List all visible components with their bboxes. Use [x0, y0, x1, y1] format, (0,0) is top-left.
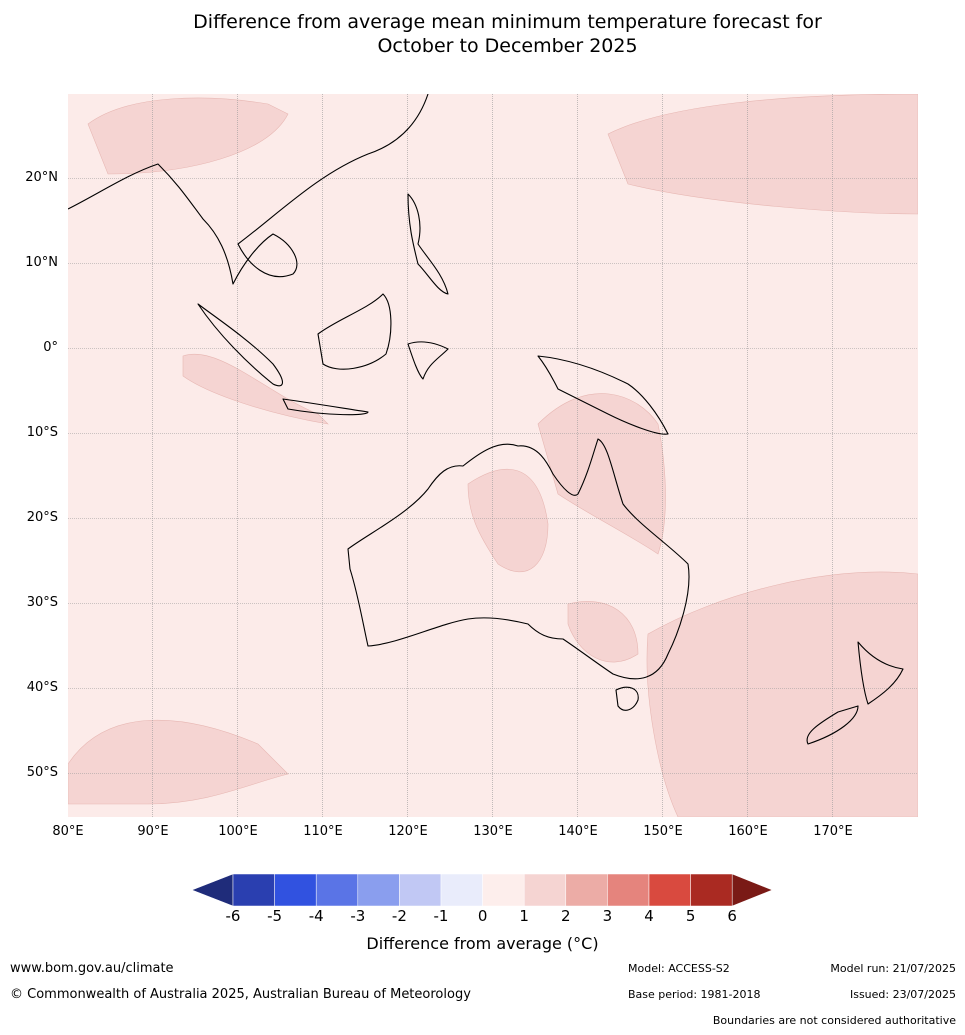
- lon-label-110e: 110°E: [303, 824, 343, 839]
- legend-swatch: [399, 873, 442, 907]
- copyright-text: © Commonwealth of Australia 2025, Austra…: [10, 987, 471, 1002]
- base-period-text: Base period: 1981-2018: [628, 988, 761, 1001]
- lat-label-10n: 10°N: [25, 255, 58, 270]
- website-text: www.bom.gov.au/climate: [10, 961, 174, 976]
- colour-legend-label: Difference from average (°C): [366, 934, 599, 953]
- australia-coastline: [347, 438, 690, 680]
- north-new-zealand-coastline: [857, 641, 904, 705]
- legend-tick-label: 2: [561, 907, 571, 925]
- legend-tick-label: -2: [391, 907, 407, 925]
- legend-tick-label: -3: [350, 907, 366, 925]
- colour-legend-bar: [192, 873, 773, 907]
- lon-label-80e: 80°E: [52, 824, 84, 839]
- map-title: Difference from average mean minimum tem…: [0, 10, 965, 58]
- shade-region-south-australia: [567, 601, 639, 663]
- forecast-map: [68, 94, 918, 817]
- south-new-zealand-coastline: [806, 705, 859, 745]
- legend-swatch: [690, 873, 733, 907]
- lon-label-130e: 130°E: [473, 824, 513, 839]
- tasmania-coastline: [615, 686, 639, 711]
- lon-label-160e: 160°E: [728, 824, 768, 839]
- map-canvas: [68, 94, 918, 817]
- lon-label-120e: 120°E: [388, 824, 428, 839]
- lat-label-equator: 0°: [43, 340, 58, 355]
- legend-swatch: [232, 873, 275, 907]
- legend-swatch: [482, 873, 525, 907]
- legend-tick-label: -6: [225, 907, 241, 925]
- legend-swatch: [523, 873, 567, 907]
- legend-swatch: [357, 873, 400, 907]
- java-coastline: [282, 398, 369, 416]
- borneo-coastline: [317, 293, 392, 370]
- legend-swatch: [274, 873, 317, 907]
- legend-extend-high: [731, 873, 773, 907]
- legend-swatch: [440, 873, 483, 907]
- legend-tick-label: 5: [685, 907, 696, 925]
- legend-tick-label: -5: [267, 907, 283, 925]
- model-text: Model: ACCESS-S2: [628, 962, 730, 975]
- issued-text: Issued: 23/07/2025: [849, 988, 956, 1001]
- legend-tick-label: 6: [727, 907, 737, 925]
- legend-swatch: [648, 873, 691, 907]
- lon-label-100e: 100°E: [218, 824, 258, 839]
- shade-region-png: [537, 393, 666, 555]
- legend-swatch: [607, 873, 650, 907]
- boundaries-note: Boundaries are not considered authoritat…: [712, 1014, 956, 1027]
- new-guinea-coastline: [537, 355, 669, 435]
- lon-label-170e: 170°E: [813, 824, 853, 839]
- title-line-1: Difference from average mean minimum tem…: [193, 11, 822, 33]
- legend-tick-label: -4: [308, 907, 324, 925]
- lat-label-50s: 50°S: [26, 765, 58, 780]
- sulawesi-coastline: [407, 341, 449, 380]
- legend-tick-label: 1: [519, 907, 529, 925]
- legend-swatch: [565, 873, 608, 907]
- legend-tick-label: 0: [477, 907, 488, 925]
- shade-region-indian-ocean: [182, 353, 329, 425]
- lat-label-40s: 40°S: [26, 680, 58, 695]
- shade-region-southern-ocean: [68, 719, 289, 805]
- legend-swatch: [315, 873, 359, 907]
- legend-extend-low: [192, 873, 234, 907]
- legend-tick-label: -1: [433, 907, 449, 925]
- lon-label-140e: 140°E: [558, 824, 598, 839]
- legend-tick-label: 4: [644, 907, 654, 925]
- lat-label-20s: 20°S: [26, 510, 58, 525]
- shade-region-tasman: [646, 571, 918, 817]
- title-line-2: October to December 2025: [377, 35, 638, 57]
- shade-region-pacific-north: [607, 94, 918, 215]
- lat-label-30s: 30°S: [26, 595, 58, 610]
- shade-region-nw-australia: [467, 469, 549, 573]
- lon-label-90e: 90°E: [137, 824, 169, 839]
- mainland-asia-coastline: [68, 94, 429, 285]
- lat-label-20n: 20°N: [25, 170, 58, 185]
- shade-region-china: [87, 97, 289, 175]
- lat-label-10s: 10°S: [26, 425, 58, 440]
- model-run-text: Model run: 21/07/2025: [830, 962, 956, 975]
- sumatra-coastline: [197, 303, 283, 387]
- philippines-coastline: [407, 193, 449, 295]
- legend-tick-label: 3: [602, 907, 613, 925]
- lon-label-150e: 150°E: [643, 824, 683, 839]
